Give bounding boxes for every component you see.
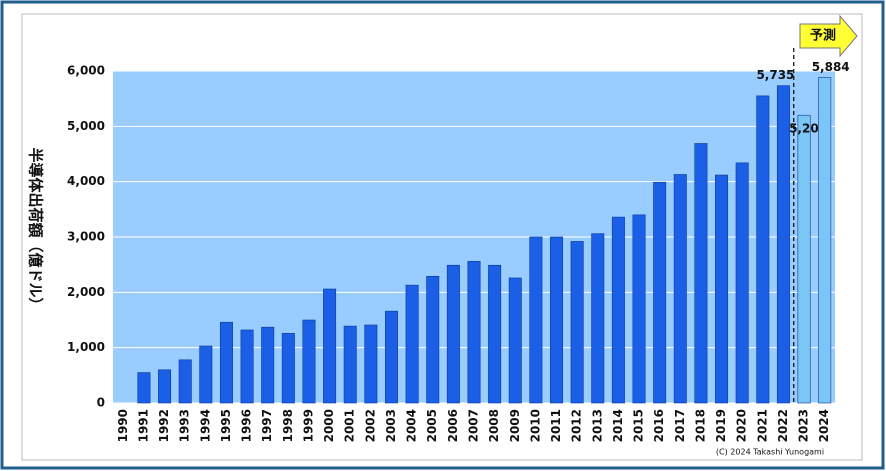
- x-tick-label: 1992: [157, 409, 171, 442]
- value-label: 5,201: [789, 122, 827, 136]
- y-tick-label: 3,000: [67, 230, 105, 244]
- bar: [323, 288, 337, 404]
- y-tick-label: 4,000: [67, 174, 105, 188]
- bar: [137, 372, 151, 404]
- inner-frame: [21, 13, 863, 461]
- bar: [818, 77, 832, 404]
- x-tick-label: 2004: [405, 409, 419, 442]
- bar: [364, 324, 378, 404]
- bar: [756, 95, 770, 404]
- x-tick-label: 2018: [693, 409, 707, 442]
- x-tick-label: 2006: [446, 409, 460, 442]
- bar: [199, 345, 213, 404]
- bar: [611, 216, 625, 404]
- x-tick-label: 2001: [343, 409, 357, 442]
- bar: [426, 275, 440, 404]
- x-tick-label: 1993: [178, 409, 192, 442]
- bar: [467, 261, 481, 404]
- y-tick-label: 0: [97, 396, 105, 410]
- x-tick-label: 2009: [508, 409, 522, 442]
- bar: [776, 85, 790, 404]
- y-tick-label: 6,000: [67, 64, 105, 78]
- x-tick-label: 2005: [425, 409, 439, 442]
- copyright: (C) 2024 Takashi Yunogami: [716, 448, 824, 457]
- x-tick-label: 2013: [590, 409, 604, 442]
- x-tick-label: 2021: [755, 409, 769, 442]
- bar: [302, 319, 316, 404]
- bar: [405, 284, 419, 404]
- x-tick-label: 2014: [611, 409, 625, 442]
- x-tick-label: 2011: [549, 409, 563, 442]
- y-tick-label: 1,000: [67, 340, 105, 354]
- bar: [570, 241, 584, 404]
- x-tick-label: 1994: [198, 409, 212, 442]
- x-tick-label: 2015: [632, 409, 646, 442]
- x-tick-label: 2019: [714, 409, 728, 442]
- x-tick-label: 2016: [652, 409, 666, 442]
- bar: [384, 310, 398, 404]
- bar: [240, 329, 254, 404]
- x-tick-label: 1996: [240, 409, 254, 442]
- x-tick-label: 2003: [384, 409, 398, 442]
- bar: [261, 326, 275, 404]
- y-tick-label: 2,000: [67, 285, 105, 299]
- bar: [694, 143, 708, 404]
- bar: [529, 236, 543, 404]
- bar: [219, 321, 233, 404]
- x-tick-label: 2010: [528, 409, 542, 442]
- x-tick-label: 2022: [776, 409, 790, 442]
- bar: [591, 233, 605, 404]
- bar: [178, 359, 192, 404]
- annotation: 予測: [810, 28, 836, 44]
- bar: [281, 332, 295, 404]
- bar: [158, 369, 172, 404]
- x-tick-label: 2000: [322, 409, 336, 442]
- bar: [508, 277, 522, 404]
- x-tick-label: 1991: [136, 409, 150, 442]
- x-tick-label: 1997: [260, 409, 274, 442]
- x-tick-label: 2012: [570, 409, 584, 442]
- bar: [673, 174, 687, 404]
- bar: [735, 162, 749, 404]
- x-tick-label: 2023: [797, 409, 811, 442]
- x-tick-label: 1999: [301, 409, 315, 442]
- x-tick-label: 2024: [817, 409, 831, 442]
- bar: [488, 264, 502, 404]
- bar: [653, 181, 667, 404]
- x-tick-label: 2020: [735, 409, 749, 442]
- x-tick-label: 2007: [467, 409, 481, 442]
- bar: [550, 236, 564, 404]
- x-tick-label: 2002: [363, 409, 377, 442]
- bar: [715, 174, 729, 404]
- x-tick-label: 1995: [219, 409, 233, 442]
- bar: [343, 325, 357, 404]
- x-tick-label: 2008: [487, 409, 501, 442]
- value-label: 5,735: [756, 68, 794, 82]
- forecast-arrow: [799, 14, 858, 58]
- bar: [632, 214, 646, 404]
- x-tick-label: 1990: [116, 409, 130, 442]
- y-tick-label: 5,000: [67, 119, 105, 133]
- x-tick-label: 2017: [673, 409, 687, 442]
- value-label: 5,884: [812, 60, 850, 74]
- bar: [797, 114, 811, 404]
- y-axis-label: 半導体出荷額（億ドル）: [27, 147, 45, 312]
- x-tick-label: 1998: [281, 409, 295, 442]
- bar: [446, 264, 460, 404]
